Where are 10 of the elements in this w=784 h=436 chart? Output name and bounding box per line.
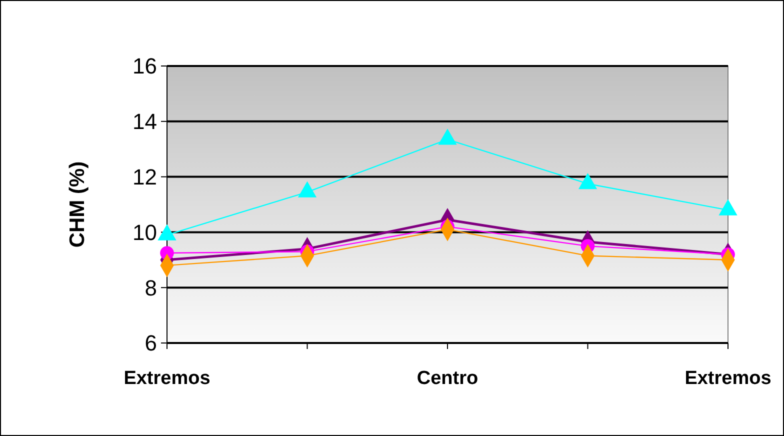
y-tick-label: 8 [144,275,157,300]
y-tick-label: 16 [132,54,157,79]
y-tick-label: 6 [144,330,157,356]
x-tick-label: Centro [416,368,478,389]
y-tick-label: 12 [132,164,157,190]
x-tick-label: Extremos [124,368,210,389]
y-axis-title: CHM (%) [66,161,89,248]
y-tick-label: 14 [132,109,157,134]
y-tick-label: 10 [132,220,157,245]
x-tick-label: Extremos [684,368,772,389]
